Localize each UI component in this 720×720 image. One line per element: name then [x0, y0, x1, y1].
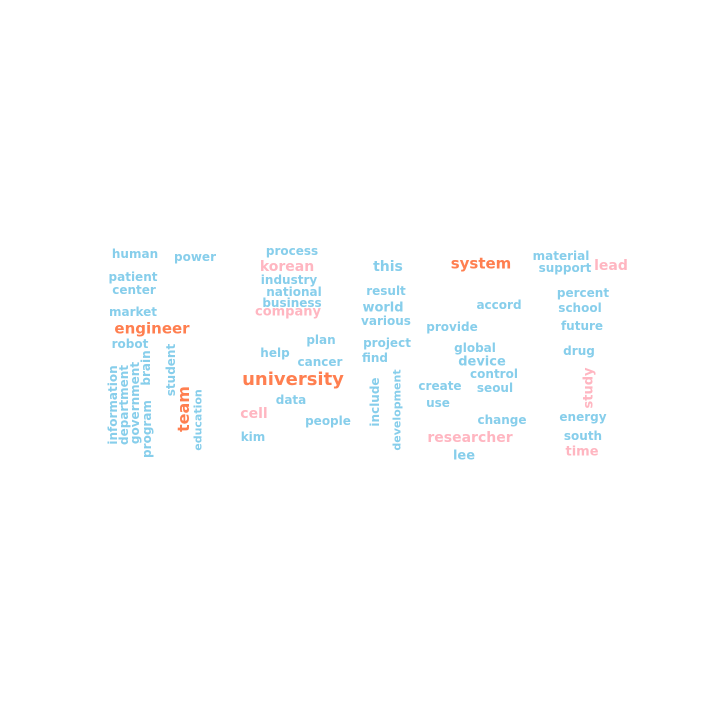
word-cancer: cancer	[297, 355, 343, 369]
word-south: south	[563, 429, 603, 443]
word-development: development	[390, 369, 404, 451]
word-support: support	[538, 261, 592, 275]
word-system: system	[450, 254, 512, 273]
word-business: business	[262, 296, 322, 310]
word-korean: korean	[259, 259, 315, 275]
word-national: national	[266, 285, 322, 299]
word-change: change	[477, 413, 527, 427]
word-drug: drug	[563, 344, 595, 358]
word-study: study	[581, 367, 597, 409]
word-people: people	[305, 414, 351, 428]
word-accord: accord	[476, 298, 522, 312]
word-use: use	[426, 396, 450, 410]
word-robot: robot	[111, 337, 149, 351]
word-lead: lead	[594, 258, 628, 274]
word-human: human	[111, 247, 159, 261]
word-global: global	[454, 341, 496, 355]
word-kim: kim	[240, 430, 266, 444]
word-market: market	[108, 305, 158, 319]
word-time: time	[565, 444, 599, 460]
word-provide: provide	[426, 320, 478, 334]
word-create: create	[418, 379, 462, 393]
word-school: school	[558, 301, 602, 315]
word-cell: cell	[240, 406, 268, 422]
word-company: company	[255, 304, 321, 320]
word-plan: plan	[306, 333, 336, 347]
word-patient: patient	[108, 270, 158, 284]
word-find: find	[361, 351, 389, 365]
word-university: university	[242, 369, 344, 390]
word-energy: energy	[559, 410, 607, 424]
word-program: program	[140, 400, 154, 458]
word-control: control	[470, 367, 518, 381]
word-engineer: engineer	[114, 319, 190, 338]
word-this: this	[373, 259, 403, 275]
word-world: world	[362, 300, 404, 316]
word-industry: industry	[260, 273, 318, 287]
word-various: various	[361, 314, 411, 328]
word-seoul: seoul	[476, 381, 514, 395]
word-power: power	[174, 250, 216, 264]
word-lee: lee	[452, 448, 476, 464]
word-team: team	[174, 386, 193, 432]
word-future: future	[560, 319, 604, 333]
word-education: education	[191, 389, 205, 451]
word-include: include	[368, 377, 382, 427]
word-percent: percent	[556, 286, 610, 300]
word-help: help	[260, 346, 290, 360]
word-center: center	[112, 283, 156, 297]
word-material: material	[532, 249, 590, 263]
word-process: process	[265, 244, 319, 258]
word-device: device	[458, 354, 506, 370]
word-data: data	[275, 393, 307, 407]
word-project: project	[363, 336, 411, 350]
word-result: result	[366, 284, 406, 298]
word-researcher: researcher	[427, 430, 513, 446]
